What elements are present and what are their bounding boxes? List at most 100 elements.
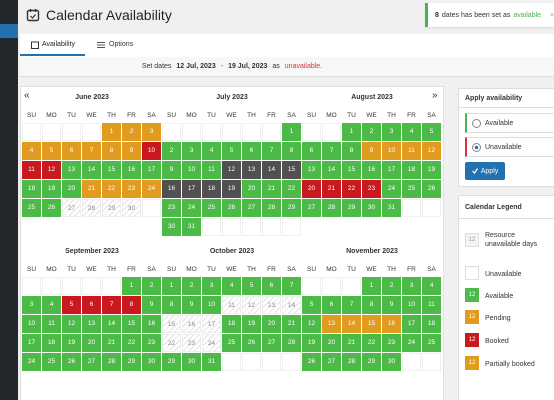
day-cell[interactable]: 19 xyxy=(242,315,261,333)
day-cell[interactable]: 25 xyxy=(202,199,221,217)
day-cell[interactable]: 19 xyxy=(62,334,81,352)
day-cell[interactable]: 30 xyxy=(182,353,201,371)
day-cell[interactable]: 23 xyxy=(142,334,161,352)
day-cell[interactable]: 30 xyxy=(142,353,161,371)
day-cell[interactable]: 28 xyxy=(82,199,101,217)
day-cell[interactable]: 9 xyxy=(122,142,141,160)
day-cell[interactable]: 12 xyxy=(242,296,261,314)
day-cell[interactable]: 20 xyxy=(62,180,81,198)
day-cell[interactable]: 22 xyxy=(362,334,381,352)
day-cell[interactable]: 14 xyxy=(322,161,341,179)
day-cell[interactable]: 23 xyxy=(182,334,201,352)
day-cell[interactable]: 15 xyxy=(102,161,121,179)
day-cell[interactable]: 12 xyxy=(42,161,61,179)
day-cell[interactable]: 2 xyxy=(182,277,201,295)
day-cell[interactable]: 13 xyxy=(302,161,321,179)
day-cell[interactable]: 9 xyxy=(162,161,181,179)
day-cell[interactable]: 19 xyxy=(422,161,441,179)
day-cell[interactable]: 25 xyxy=(42,353,61,371)
day-cell[interactable]: 10 xyxy=(142,142,161,160)
day-cell[interactable]: 6 xyxy=(262,277,281,295)
day-cell[interactable]: 3 xyxy=(402,277,421,295)
day-cell[interactable]: 31 xyxy=(202,353,221,371)
day-cell[interactable]: 16 xyxy=(362,161,381,179)
day-cell[interactable]: 3 xyxy=(202,277,221,295)
day-cell[interactable]: 6 xyxy=(242,142,261,160)
day-cell[interactable]: 6 xyxy=(302,142,321,160)
day-cell[interactable]: 8 xyxy=(362,296,381,314)
day-cell[interactable]: 26 xyxy=(62,353,81,371)
day-cell[interactable]: 23 xyxy=(122,180,141,198)
day-cell[interactable]: 20 xyxy=(262,315,281,333)
day-cell[interactable]: 13 xyxy=(242,161,261,179)
day-cell[interactable]: 16 xyxy=(382,315,401,333)
day-cell[interactable]: 27 xyxy=(82,353,101,371)
day-cell[interactable]: 25 xyxy=(222,334,241,352)
day-cell[interactable]: 16 xyxy=(122,161,141,179)
day-cell[interactable]: 13 xyxy=(262,296,281,314)
day-cell[interactable]: 30 xyxy=(382,353,401,371)
day-cell[interactable]: 11 xyxy=(22,161,41,179)
day-cell[interactable]: 8 xyxy=(102,142,121,160)
day-cell[interactable]: 4 xyxy=(42,296,61,314)
day-cell[interactable]: 31 xyxy=(182,218,201,236)
day-cell[interactable]: 9 xyxy=(142,296,161,314)
day-cell[interactable]: 29 xyxy=(162,353,181,371)
day-cell[interactable]: 9 xyxy=(182,296,201,314)
day-cell[interactable]: 8 xyxy=(122,296,141,314)
day-cell[interactable]: 16 xyxy=(162,180,181,198)
day-cell[interactable]: 17 xyxy=(402,315,421,333)
day-cell[interactable]: 27 xyxy=(322,353,341,371)
day-cell[interactable]: 20 xyxy=(302,180,321,198)
day-cell[interactable]: 21 xyxy=(282,315,301,333)
day-cell[interactable]: 7 xyxy=(82,142,101,160)
day-cell[interactable]: 16 xyxy=(142,315,161,333)
day-cell[interactable]: 21 xyxy=(322,180,341,198)
day-cell[interactable]: 17 xyxy=(202,315,221,333)
day-cell[interactable]: 15 xyxy=(122,315,141,333)
day-cell[interactable]: 2 xyxy=(382,277,401,295)
day-cell[interactable]: 28 xyxy=(102,353,121,371)
day-cell[interactable]: 1 xyxy=(102,123,121,141)
day-cell[interactable]: 19 xyxy=(302,334,321,352)
day-cell[interactable]: 8 xyxy=(162,296,181,314)
prev-button[interactable]: « xyxy=(24,90,30,101)
day-cell[interactable]: 10 xyxy=(202,296,221,314)
day-cell[interactable]: 21 xyxy=(342,334,361,352)
day-cell[interactable]: 29 xyxy=(282,199,301,217)
day-cell[interactable]: 4 xyxy=(422,277,441,295)
day-cell[interactable]: 17 xyxy=(142,161,161,179)
day-cell[interactable]: 3 xyxy=(142,123,161,141)
day-cell[interactable]: 12 xyxy=(62,315,81,333)
day-cell[interactable]: 28 xyxy=(262,199,281,217)
day-cell[interactable]: 24 xyxy=(382,180,401,198)
day-cell[interactable]: 13 xyxy=(322,315,341,333)
day-cell[interactable]: 25 xyxy=(422,334,441,352)
day-cell[interactable]: 25 xyxy=(402,180,421,198)
day-cell[interactable]: 1 xyxy=(122,277,141,295)
day-cell[interactable]: 24 xyxy=(402,334,421,352)
day-cell[interactable]: 12 xyxy=(222,161,241,179)
day-cell[interactable]: 15 xyxy=(162,315,181,333)
day-cell[interactable]: 14 xyxy=(102,315,121,333)
day-cell[interactable]: 25 xyxy=(22,199,41,217)
next-button[interactable]: » xyxy=(432,90,438,101)
day-cell[interactable]: 21 xyxy=(102,334,121,352)
day-cell[interactable]: 5 xyxy=(222,142,241,160)
day-cell[interactable]: 7 xyxy=(262,142,281,160)
tab[interactable]: Options xyxy=(109,41,134,48)
day-cell[interactable]: 11 xyxy=(402,142,421,160)
day-cell[interactable]: 16 xyxy=(182,315,201,333)
day-cell[interactable]: 11 xyxy=(42,315,61,333)
day-cell[interactable]: 5 xyxy=(62,296,81,314)
day-cell[interactable]: 1 xyxy=(362,277,381,295)
day-cell[interactable]: 26 xyxy=(242,334,261,352)
day-cell[interactable]: 14 xyxy=(282,296,301,314)
day-cell[interactable]: 4 xyxy=(402,123,421,141)
day-cell[interactable]: 12 xyxy=(302,315,321,333)
day-cell[interactable]: 14 xyxy=(82,161,101,179)
day-cell[interactable]: 2 xyxy=(362,123,381,141)
day-cell[interactable]: 3 xyxy=(182,142,201,160)
day-cell[interactable]: 21 xyxy=(82,180,101,198)
day-cell[interactable]: 14 xyxy=(262,161,281,179)
